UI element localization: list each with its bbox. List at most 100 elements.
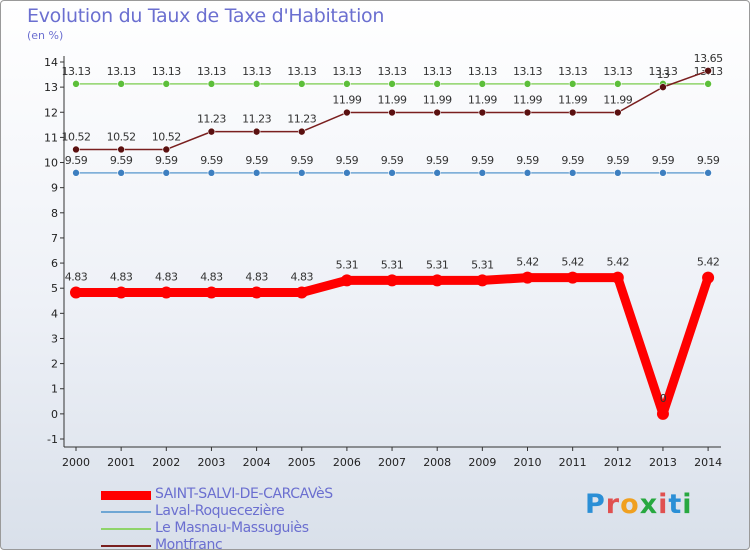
data-point (659, 83, 667, 91)
data-point (433, 108, 442, 117)
data-point (704, 66, 712, 75)
data-point (702, 271, 715, 284)
data-point (433, 169, 442, 177)
data-point (431, 274, 444, 287)
data-point (523, 169, 532, 177)
data-point (704, 80, 712, 88)
data-label: 5.42 (516, 256, 539, 269)
data-point (568, 108, 577, 117)
data-label: 5.42 (561, 256, 584, 269)
series-2: 13.13 13.13 13.13 13.13 13.13 13.13 13.13 13.13… (62, 65, 724, 88)
data-label: 13.13 (603, 65, 632, 78)
data-point (704, 169, 712, 177)
x-tick-label: 2006 (333, 456, 361, 469)
x-tick-label: 2012 (604, 456, 632, 469)
data-point (162, 169, 171, 177)
data-point (568, 80, 577, 88)
data-point (252, 127, 261, 136)
data-point (207, 80, 216, 88)
data-point (162, 80, 171, 88)
x-tick-label: 2001 (107, 456, 135, 469)
data-point (72, 169, 80, 177)
y-tick-label: 11 (44, 131, 58, 144)
series-0: 4.83 4.83 4.83 4.83 4.83 4.83 5.31 5.31 5.31 5.31… (65, 256, 720, 420)
x-tick-label: 2002 (152, 456, 180, 469)
chart-subtitle: (en %) (27, 29, 64, 42)
x-tick-label: 2005 (288, 456, 316, 469)
data-label: 9.59 (110, 154, 133, 167)
data-label: 5.31 (381, 258, 404, 271)
data-label: 11.23 (242, 113, 271, 126)
y-tick-label: 7 (51, 232, 58, 245)
y-tick-label: 10 (44, 157, 58, 170)
data-label: 9.59 (426, 154, 449, 167)
data-point (297, 169, 306, 177)
x-tick-label: 2009 (468, 456, 496, 469)
data-point (523, 108, 532, 117)
data-point (386, 274, 399, 287)
data-point (388, 108, 396, 117)
x-tick-label: 2008 (423, 456, 451, 469)
y-tick-label: -1 (47, 433, 58, 446)
proxiti-logo: Proxiti (585, 489, 693, 520)
data-label: 9.59 (336, 154, 359, 167)
series-3: 10.52 10.52 10.52 11.23 11.23 11.23 11.99 11.99… (62, 52, 724, 154)
x-tick-label: 2010 (514, 456, 542, 469)
data-point (162, 145, 171, 154)
chart-title: Evolution du Taux de Taxe d'Habitation (27, 5, 385, 27)
data-label: 11.23 (287, 113, 316, 126)
data-label: 11.99 (423, 94, 452, 107)
data-point (611, 271, 624, 284)
data-point (115, 286, 128, 299)
x-tick-label: 2003 (197, 456, 225, 469)
y-tick-label: 12 (44, 106, 58, 119)
x-tick-label: 2014 (694, 456, 722, 469)
data-label: 9.59 (381, 154, 404, 167)
data-label: 9.59 (291, 154, 314, 167)
data-point (659, 169, 667, 177)
data-label: 13.13 (423, 65, 452, 78)
data-label: 9.59 (607, 154, 630, 167)
data-label: 11.23 (197, 113, 226, 126)
data-label: 9.59 (516, 154, 539, 167)
data-label: 5.31 (336, 258, 359, 271)
data-label: 0 (660, 392, 667, 405)
y-tick-label: 1 (51, 383, 58, 396)
data-label: 11.99 (603, 94, 632, 107)
data-label: 5.31 (471, 258, 494, 271)
data-label: 4.83 (110, 270, 133, 283)
x-tick-label: 2011 (559, 456, 587, 469)
data-label: 11.99 (558, 94, 587, 107)
data-point (207, 127, 216, 136)
data-label: 4.83 (245, 270, 268, 283)
data-point (72, 145, 80, 154)
data-point (117, 169, 125, 177)
legend-label: Laval-Roquecezière (155, 503, 285, 519)
data-point (252, 80, 261, 88)
data-label: 11.99 (468, 94, 497, 107)
data-point (656, 407, 669, 420)
x-tick-label: 2013 (649, 456, 677, 469)
x-tick-label: 2007 (378, 456, 406, 469)
y-tick-label: 4 (51, 307, 58, 320)
data-point (566, 271, 579, 284)
data-point (117, 80, 125, 88)
data-label: 11.99 (513, 94, 542, 107)
series-line (76, 273, 713, 419)
y-tick-label: 6 (51, 257, 58, 270)
series-1: 9.59 9.59 9.59 9.59 9.59 9.59 9.59 9.59 9.59 9.59… (65, 154, 720, 177)
data-point (476, 274, 489, 287)
data-label: 5.42 (607, 256, 630, 269)
data-label: 5.31 (426, 258, 449, 271)
data-point (207, 169, 216, 177)
legend-label: SAINT-SALVI-DE-CARCAVèS (155, 486, 333, 502)
data-label: 13.13 (287, 65, 316, 78)
data-label: 10.52 (107, 130, 136, 143)
data-label: 11.99 (332, 94, 361, 107)
data-label: 9.59 (471, 154, 494, 167)
data-point (343, 108, 351, 117)
legend-label: Le Masnau-Massuguiès (155, 520, 309, 536)
data-label: 13.13 (152, 65, 181, 78)
data-point (568, 169, 577, 177)
